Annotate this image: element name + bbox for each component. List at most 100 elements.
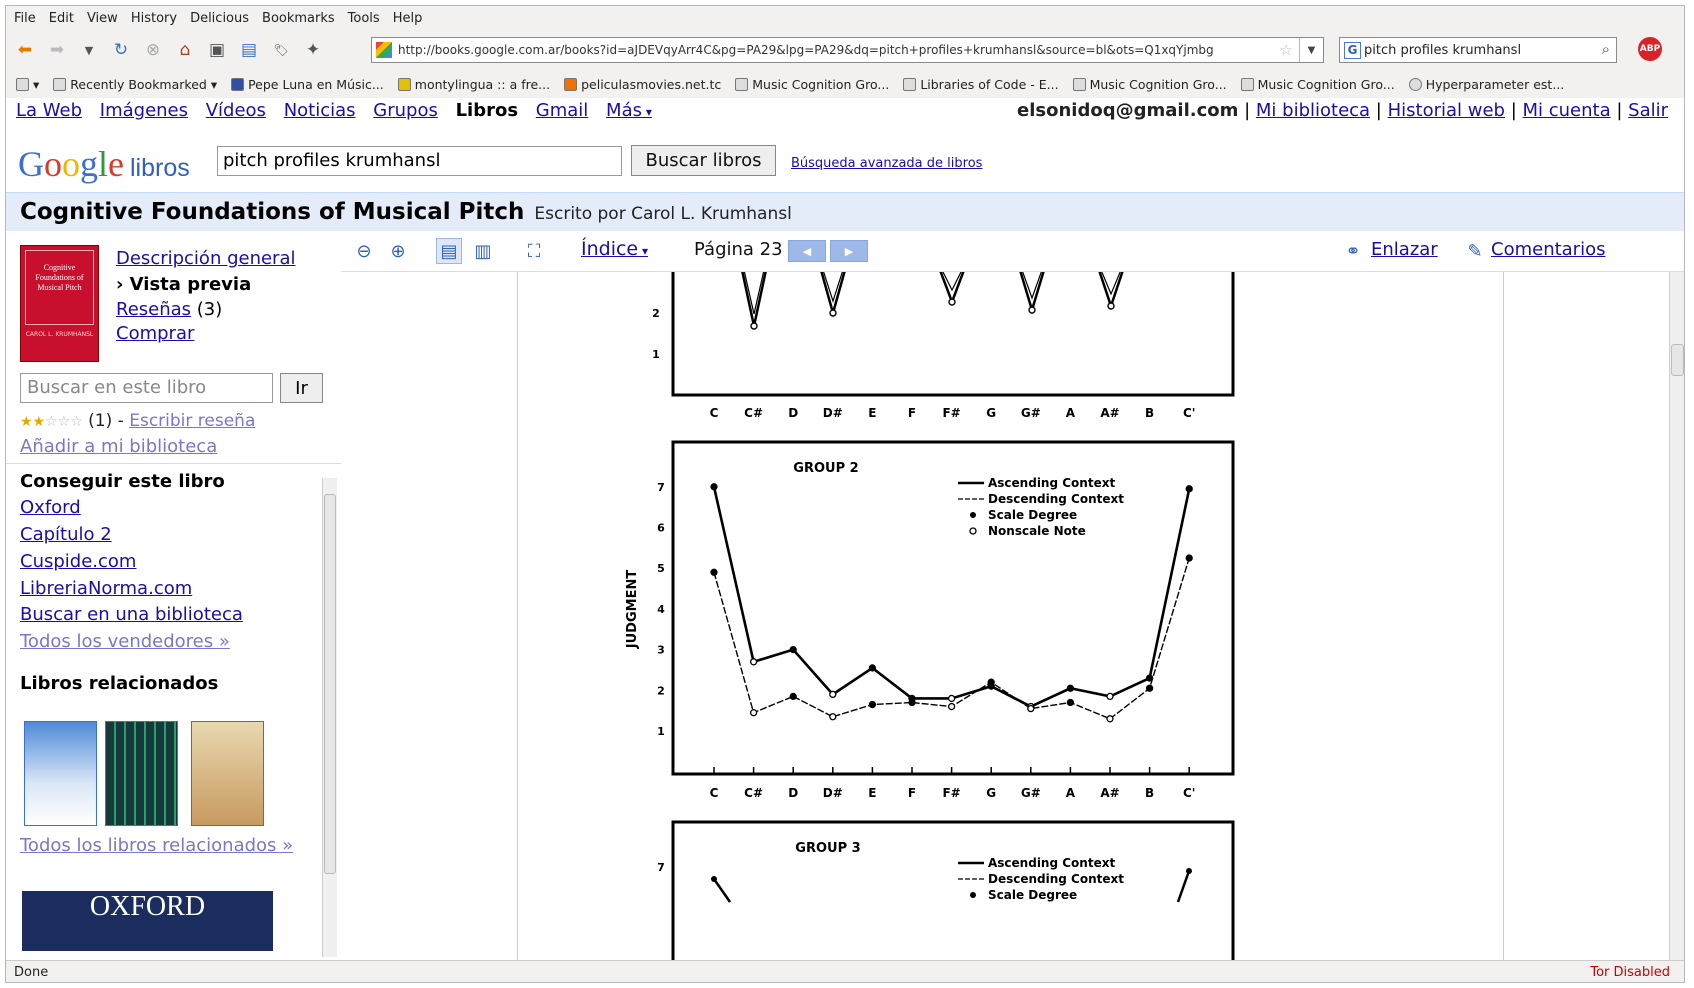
gbar-gmail[interactable]: Gmail [535,100,589,121]
google-books-logo[interactable]: Google libros [18,144,190,184]
web-history-link[interactable]: Historial web [1387,100,1505,121]
legend-label: Descending Context [988,872,1124,886]
data-point-scale-degree [1145,684,1154,692]
gbar-web[interactable]: La Web [16,100,83,121]
bookmark-item[interactable]: Pepe Luna en Músic... [231,77,384,92]
fullscreen-icon[interactable]: ⛶ [527,240,541,262]
menu-file[interactable]: File [14,10,36,26]
url-dropdown-icon[interactable]: ▼ [1299,38,1323,62]
menu-bookmarks[interactable]: Bookmarks [262,10,335,26]
book-title-bar: Cognitive Foundations of Musical Pitch E… [6,192,1684,231]
buy-link[interactable]: Comprar [116,323,195,344]
forward-icon[interactable]: ➡ [49,40,65,60]
add-to-library-link[interactable]: Añadir a mi biblioteca [20,436,218,457]
seller-link[interactable]: Capítulo 2 [20,524,112,545]
library-search-link[interactable]: Buscar en una biblioteca [20,604,243,625]
go-button[interactable]: Ir [280,373,323,403]
tool-icon[interactable]: ✦ [305,40,321,60]
single-page-icon[interactable]: ▤ [436,238,462,264]
bookmark-star-icon[interactable]: ☆ [1279,41,1293,59]
viewer-toolbar: ⊖ ⊕ ▤ ▥ ⛶ Índice Página 23 ◀ ▶ ⚭ Enlazar… [341,231,1684,271]
zoom-in-icon[interactable]: ⊕ [390,240,406,262]
index-dropdown[interactable]: Índice [581,238,648,260]
bookmark-item[interactable]: Music Cognition Gro... [735,77,889,92]
comment-icon[interactable]: ✎ [1467,240,1483,262]
gbar-videos[interactable]: Vídeos [205,100,266,121]
oxford-banner[interactable]: OXFORD [22,891,273,951]
x-tick-label: B [1145,786,1154,800]
sign-out-link[interactable]: Salir [1628,100,1668,121]
all-related-link[interactable]: Todos los libros relacionados » [20,835,294,856]
book-page-viewer[interactable]: 2 1 C C# D D# E F F# G G# A A# B C' GROUP 2 JUDGMENT 1 2 3 4… [341,271,1684,960]
advanced-search-link[interactable]: Búsqueda avanzada de libros [791,156,983,171]
overview-link[interactable]: Descripción general [116,248,296,269]
bookmark-tool-icon[interactable]: ▣ [208,40,226,60]
related-book-thumbnail[interactable] [105,721,178,826]
previous-series-line [741,272,767,327]
comments-button[interactable]: Comentarios [1491,239,1606,260]
seller-link[interactable]: LibreriaNorma.com [20,578,193,599]
gbar-more[interactable]: Más [606,100,652,121]
search-books-button[interactable]: Buscar libros [631,145,776,176]
seller-link[interactable]: Oxford [20,497,81,518]
url-bar[interactable]: http://books.google.com.ar/books?id=aJDE… [371,37,1324,63]
data-point-scale-degree [1185,485,1193,493]
all-sellers-link[interactable]: Todos los vendedores » [20,631,230,652]
rating-count: (1) [88,411,113,431]
tag-icon[interactable]: 🏷 [273,43,289,57]
menu-edit[interactable]: Edit [48,10,74,26]
reload-icon[interactable]: ↻ [113,40,129,60]
home-icon[interactable]: ⌂ [179,40,191,60]
menu-history[interactable]: History [130,10,178,26]
write-review-link[interactable]: Escribir reseña [129,411,256,431]
prev-page-button[interactable]: ◀ [788,240,826,262]
bookmark-item[interactable]: Music Cognition Gro... [1072,77,1227,92]
stop-icon[interactable]: ⊗ [145,40,161,60]
bookmarks-menu-icon[interactable]: ▾ [16,77,39,92]
previous-x-tick-label: F [908,406,916,420]
menu-delicious[interactable]: Delicious [190,10,250,26]
bookmark-item[interactable]: Libraries of Code - E... [903,77,1059,92]
history-dropdown-icon[interactable]: ▼ [84,43,94,57]
user-email: elsonidoq@gmail.com [1017,100,1239,121]
search-in-book-input[interactable]: Buscar en este libro [20,373,273,403]
user-bar: elsonidoq@gmail.com | Mi biblioteca | Hi… [1017,100,1668,121]
gbar-groups[interactable]: Grupos [373,100,438,121]
previous-x-tick-label: C [710,406,719,420]
adblock-icon[interactable]: ABP [1638,37,1662,61]
link-button[interactable]: Enlazar [1371,239,1438,260]
menu-view[interactable]: View [86,10,118,26]
menu-help[interactable]: Help [392,10,423,26]
zoom-out-icon[interactable]: ⊖ [356,240,372,262]
book-page: 2 1 C C# D D# E F F# G G# A A# B C' GROUP 2 JUDGMENT 1 2 3 4… [517,272,1504,960]
related-book-thumbnail[interactable] [24,721,97,826]
gbar-images[interactable]: Imágenes [99,100,188,121]
x-tick-label: C [710,786,719,800]
gbar-news[interactable]: Noticias [283,100,356,121]
reviews-link[interactable]: Reseñas [116,299,192,320]
my-account-link[interactable]: Mi cuenta [1522,100,1611,121]
search-icon[interactable]: ⌕ [1601,40,1610,58]
bookmark-item[interactable]: Recently Bookmarked ▾ [53,77,217,92]
data-point-nonscale [947,702,956,711]
sidebar-scrollbar[interactable] [322,478,337,957]
next-page-button[interactable]: ▶ [830,240,868,262]
my-library-link[interactable]: Mi biblioteca [1255,100,1371,121]
back-icon[interactable]: ⬅ [17,40,33,60]
two-page-icon[interactable]: ▥ [474,240,492,262]
tor-status[interactable]: Tor Disabled [1590,965,1670,980]
bookmark-item[interactable]: montylingua :: a fre... [397,77,550,92]
seller-link[interactable]: Cuspide.com [20,551,137,572]
menu-tools[interactable]: Tools [347,10,380,26]
link-icon[interactable]: ⚭ [1345,240,1361,262]
browser-search-box[interactable]: G pitch profiles krumhansl ⌕ [1339,37,1617,63]
search-engine-icon[interactable]: G [1344,41,1361,59]
bookmark-item[interactable]: Music Cognition Gro... [1240,77,1395,92]
bookmark-item[interactable]: Hyperparameter est... [1408,77,1564,92]
book-cover[interactable]: Cognitive Foundations of Musical Pitch C… [20,245,99,362]
bookmark-tool2-icon[interactable]: ▤ [240,40,258,60]
book-search-input[interactable]: pitch profiles krumhansl [217,146,622,176]
viewer-scrollbar[interactable] [1669,272,1684,960]
related-book-thumbnail[interactable] [191,721,264,826]
bookmark-item[interactable]: peliculasmovies.net.tc [564,77,721,92]
